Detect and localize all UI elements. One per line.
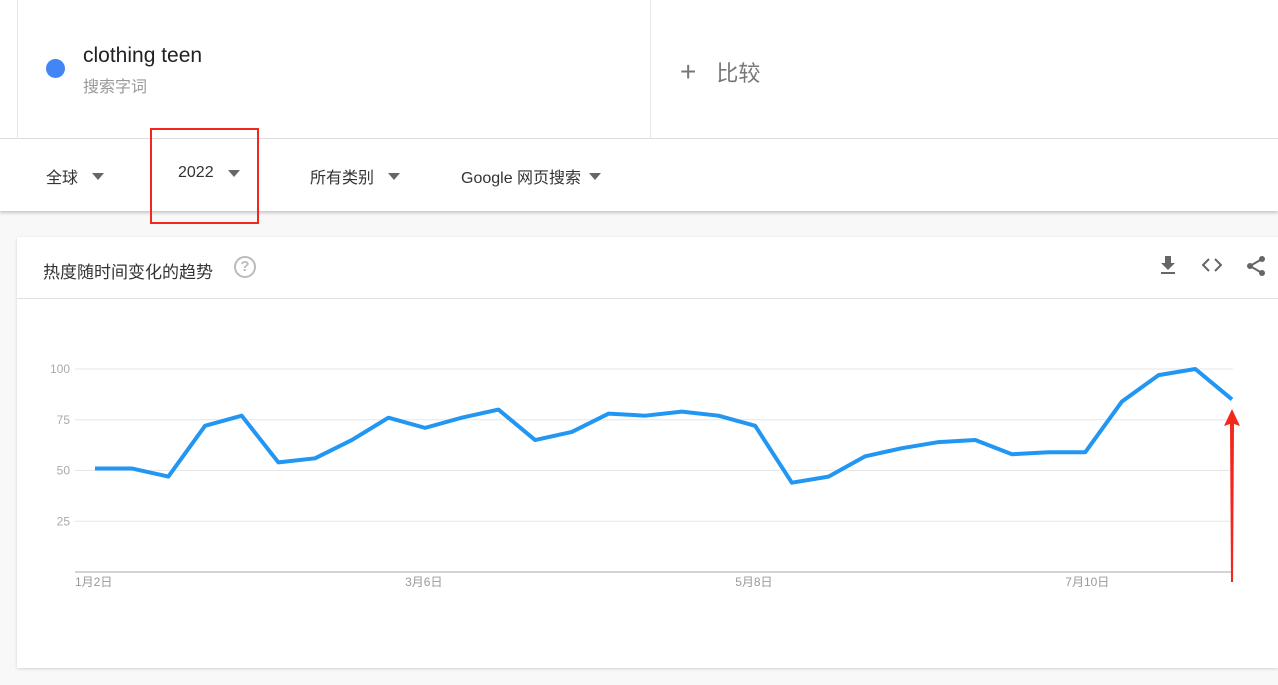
y-tick-label: 100 xyxy=(50,362,70,376)
term-color-dot xyxy=(46,59,65,78)
search-term-card[interactable]: clothing teen 搜索字词 xyxy=(17,0,651,139)
region-label: 全球 xyxy=(46,170,79,187)
region-dropdown[interactable]: 全球 xyxy=(46,164,105,188)
chevron-down-icon xyxy=(589,172,602,180)
compare-button[interactable]: + 比较 xyxy=(680,56,760,88)
help-icon[interactable]: ? xyxy=(234,256,256,278)
y-tick-label: 25 xyxy=(57,514,71,528)
y-tick-label: 75 xyxy=(57,413,71,427)
x-tick-label: 5月8日 xyxy=(735,575,772,589)
time-range-label: 2022 xyxy=(178,164,214,181)
card-title: 热度随时间变化的趋势 xyxy=(43,263,213,282)
term-type: 搜索字词 xyxy=(83,79,148,96)
annotation-arrow xyxy=(1224,409,1240,582)
chevron-down-icon xyxy=(92,172,105,180)
highlight-box xyxy=(150,128,259,224)
chevron-down-icon xyxy=(227,169,240,177)
search-type-dropdown[interactable]: Google 网页搜索 xyxy=(461,164,602,188)
x-tick-label: 3月6日 xyxy=(405,575,442,589)
compare-label: 比较 xyxy=(716,61,761,86)
filter-bar: 全球 2022 所有类别 Google 网页搜索 xyxy=(0,139,1278,211)
download-icon[interactable] xyxy=(1146,255,1190,282)
x-tick-label: 1月2日 xyxy=(75,575,112,589)
embed-code-icon[interactable] xyxy=(1190,255,1234,282)
x-tick-label: 7月10日 xyxy=(1065,575,1109,589)
search-terms-bar: clothing teen 搜索字词 + 比较 xyxy=(0,0,1278,139)
search-type-label: Google 网页搜索 xyxy=(461,170,582,187)
category-label: 所有类别 xyxy=(310,170,375,187)
time-range-dropdown[interactable]: 2022 xyxy=(178,164,240,182)
chevron-down-icon xyxy=(388,172,401,180)
category-dropdown[interactable]: 所有类别 xyxy=(310,164,401,188)
plus-icon: + xyxy=(680,56,697,87)
term-name[interactable]: clothing teen xyxy=(83,44,203,67)
y-tick-label: 50 xyxy=(57,464,71,478)
share-icon[interactable] xyxy=(1234,255,1278,282)
series-line xyxy=(95,367,1234,485)
